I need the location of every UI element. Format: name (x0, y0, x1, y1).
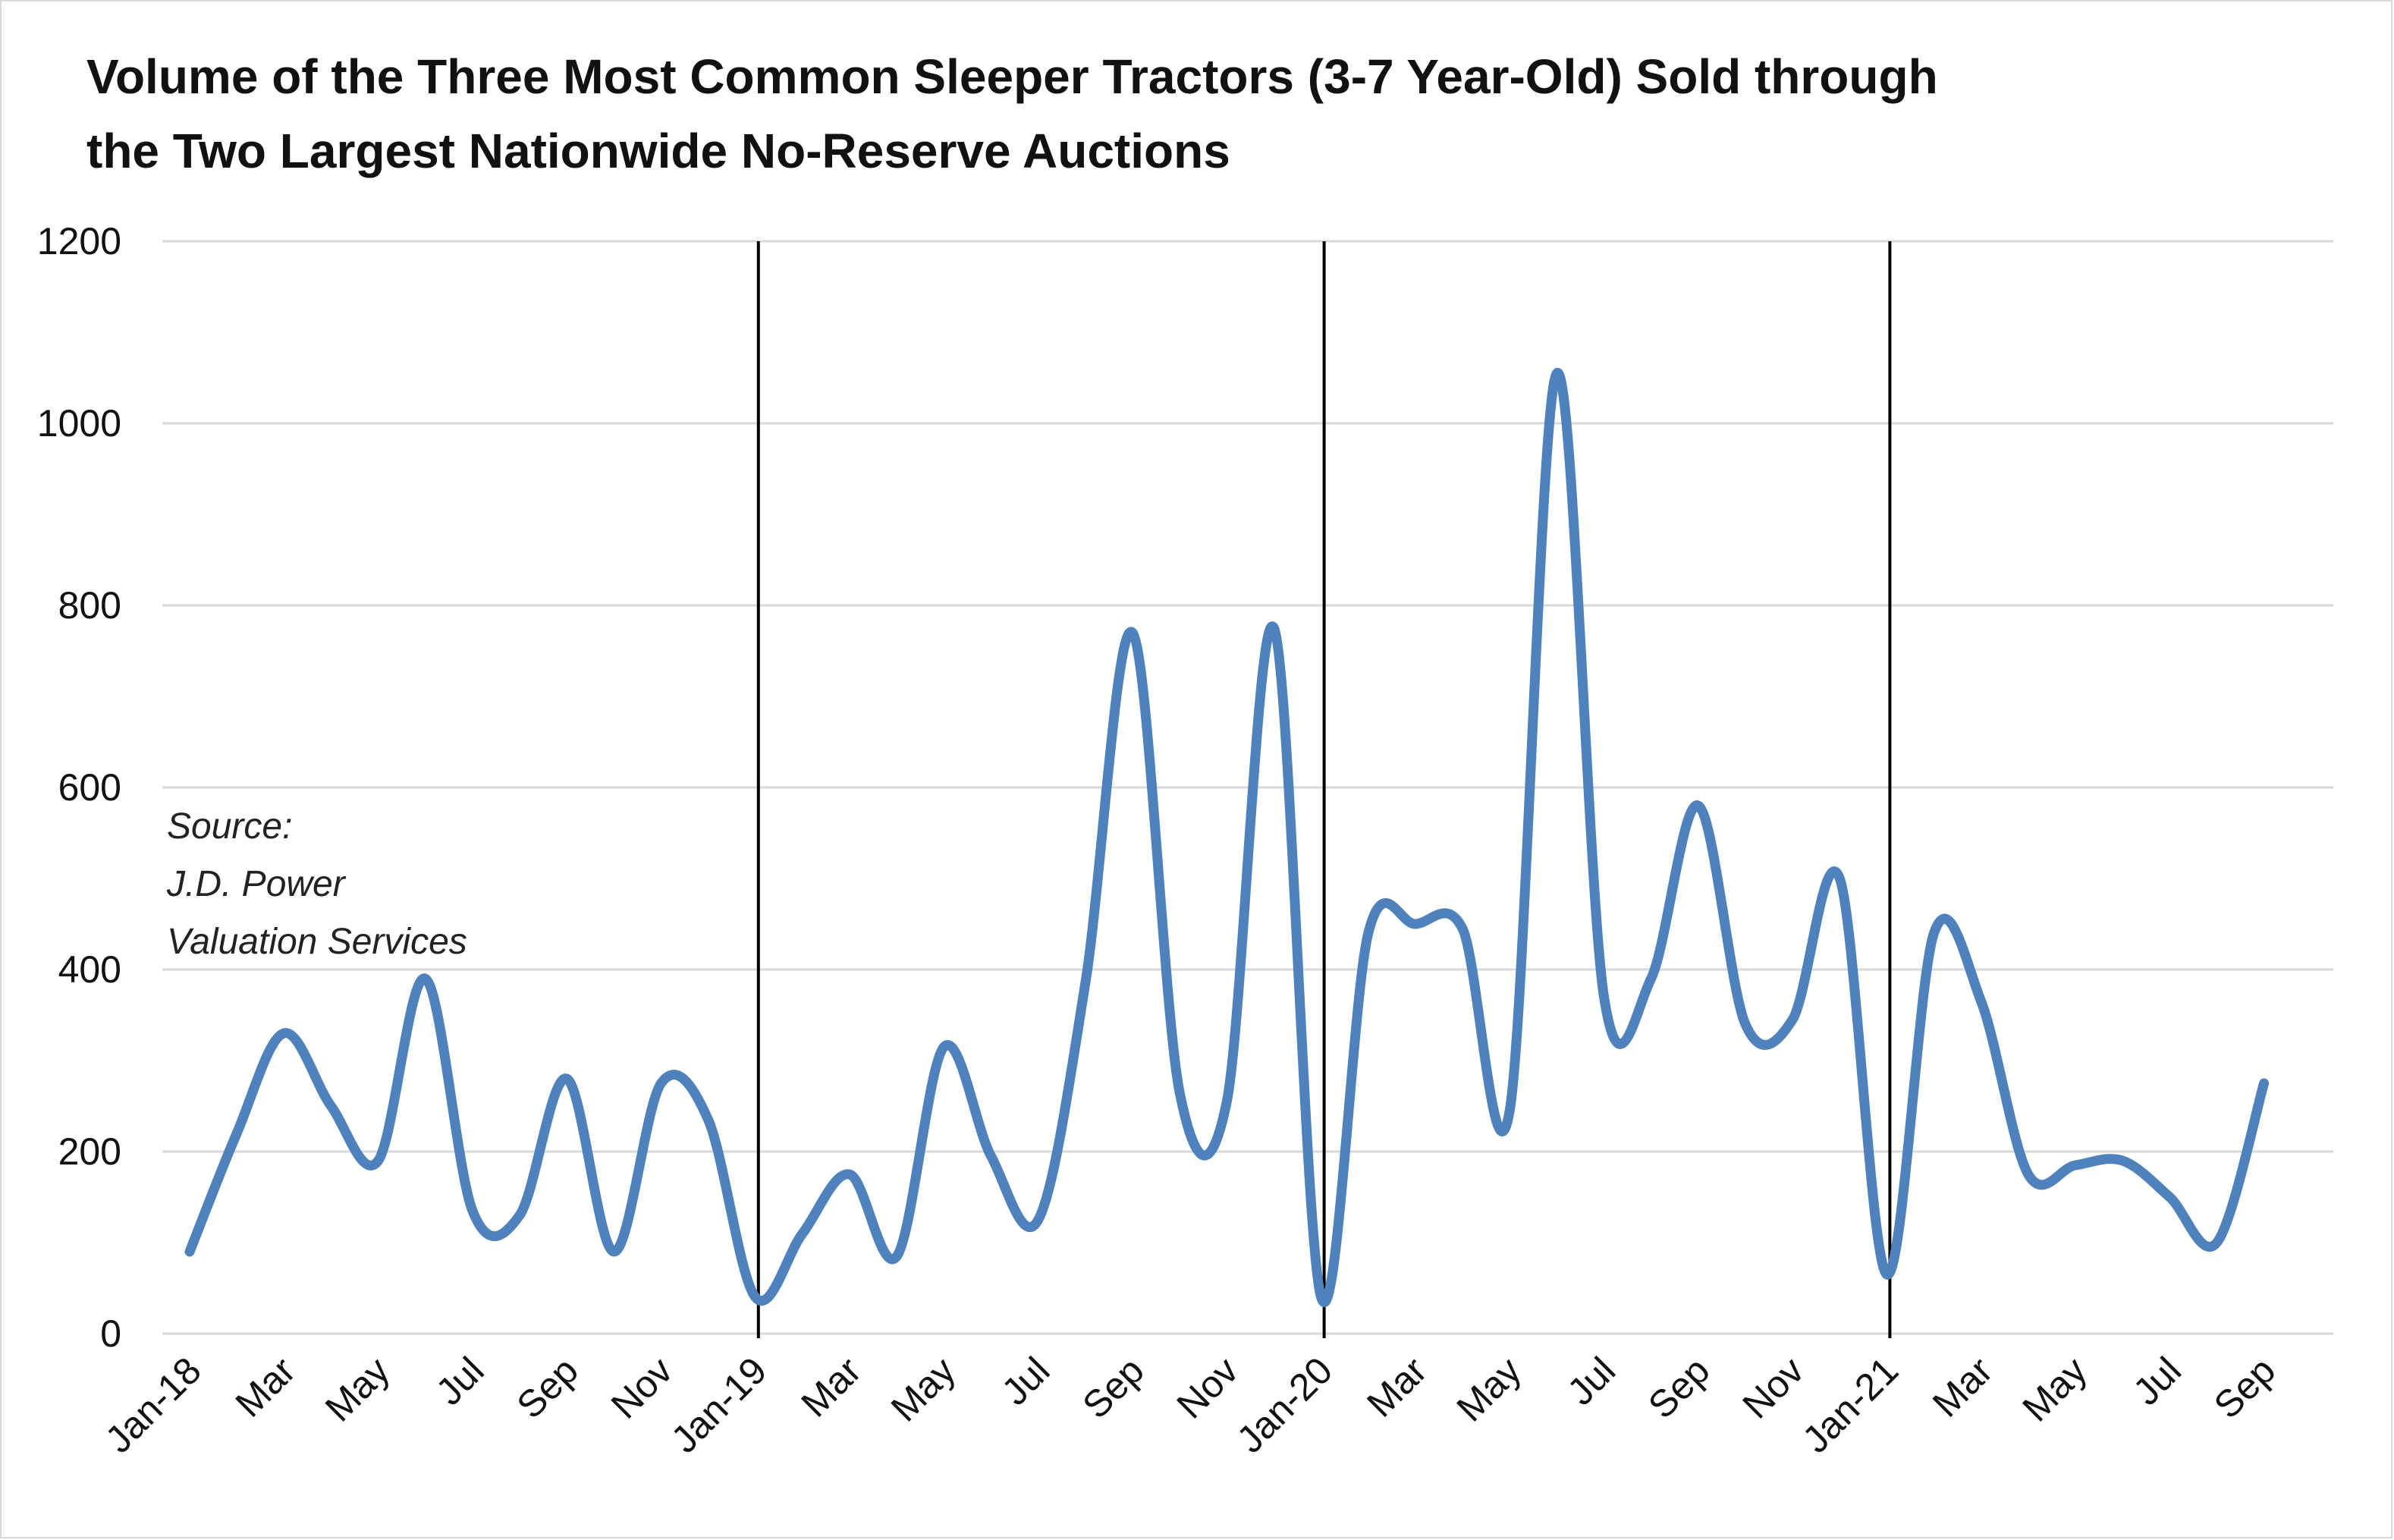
data-point-Jul-20 (1599, 992, 1610, 1002)
x-tick-label-May-18: May (317, 1349, 397, 1429)
data-point-Feb-20 (1363, 928, 1374, 938)
x-tick-label-May-19: May (883, 1349, 963, 1429)
data-point-Sep-20 (1693, 800, 1704, 811)
y-tick-label-1200: 1200 (37, 220, 121, 262)
x-tick-label-Nov-19: Nov (1169, 1349, 1246, 1426)
data-point-Jan-20 (1316, 1292, 1327, 1303)
data-point-Jun-20 (1551, 368, 1562, 379)
x-tick-label-Mar-18: Mar (228, 1349, 303, 1425)
data-point-Feb-18 (231, 1128, 242, 1139)
data-point-Jul-19 (1033, 1215, 1044, 1225)
data-point-Oct-19 (1174, 1087, 1185, 1098)
year-dividers (756, 241, 1892, 1338)
x-tick-label-Jul-21: Jul (2125, 1349, 2189, 1413)
x-tick-label-Sep-18: Sep (508, 1349, 586, 1427)
x-tick-label-Jan-21: Jan-21 (1794, 1349, 1906, 1461)
data-point-Jun-18 (420, 973, 431, 984)
data-point-Apr-20 (1457, 923, 1468, 934)
data-point-Nov-20 (1787, 1014, 1798, 1025)
data-point-Mar-18 (278, 1028, 289, 1039)
data-point-Oct-20 (1740, 1019, 1751, 1029)
x-tick-label-Sep-21: Sep (2206, 1349, 2284, 1427)
data-point-Apr-21 (2023, 1169, 2034, 1180)
data-point-Jul-18 (467, 1205, 478, 1216)
series-layer (184, 368, 2270, 1307)
data-point-Nov-19 (1221, 1096, 1232, 1107)
y-tick-label-600: 600 (58, 766, 121, 809)
x-tick-label-Jan-20: Jan-20 (1229, 1349, 1341, 1461)
x-tick-label-Mar-19: Mar (793, 1349, 869, 1425)
data-point-Jan-21 (1881, 1269, 1892, 1280)
data-point-Aug-19 (1080, 978, 1091, 988)
y-axis-ticks: 0 200 400 600 800 1000 1200 (37, 220, 121, 1355)
x-tick-label-Jul-20: Jul (1559, 1349, 1623, 1413)
data-point-Sep-21 (2259, 1078, 2270, 1089)
chart-title: Volume of the Three Most Common Sleeper … (86, 39, 2135, 188)
data-point-May-18 (373, 1155, 384, 1166)
data-point-Jan-18 (184, 1246, 195, 1257)
data-point-May-21 (2070, 1160, 2081, 1171)
source-note-line-3: Valuation Services (167, 922, 467, 962)
data-point-Sep-19 (1127, 627, 1138, 638)
data-point-Dec-20 (1834, 873, 1845, 884)
data-point-Mar-19 (844, 1169, 855, 1180)
y-tick-label-200: 200 (58, 1130, 121, 1173)
data-point-Feb-19 (797, 1228, 808, 1239)
data-point-Aug-21 (2211, 1237, 2222, 1248)
data-point-Apr-18 (325, 1101, 336, 1111)
data-point-Apr-19 (891, 1251, 902, 1262)
data-point-Feb-21 (1929, 928, 1940, 938)
x-tick-label-May-21: May (2014, 1349, 2094, 1429)
y-tick-label-1000: 1000 (37, 402, 121, 445)
x-tick-label-Nov-20: Nov (1734, 1349, 1811, 1426)
data-point-Jun-21 (2117, 1155, 2128, 1166)
x-tick-label-May-20: May (1449, 1349, 1529, 1429)
data-point-Jun-19 (986, 1151, 997, 1161)
data-point-Jan-19 (750, 1292, 761, 1303)
x-tick-label-Sep-20: Sep (1640, 1349, 1718, 1427)
data-point-Nov-18 (656, 1078, 667, 1089)
data-point-Mar-20 (1410, 919, 1421, 929)
data-point-May-19 (938, 1042, 949, 1052)
x-tick-label-Jul-19: Jul (994, 1349, 1058, 1413)
x-tick-label-Jan-19: Jan-19 (663, 1349, 775, 1461)
chart-title-line-1: Volume of the Three Most Common Sleeper … (86, 49, 1938, 104)
series-line-0 (184, 368, 2270, 1307)
data-point-May-20 (1504, 1105, 1515, 1116)
x-tick-label-Nov-18: Nov (603, 1349, 680, 1426)
y-tick-label-400: 400 (58, 948, 121, 991)
data-point-Mar-21 (1976, 996, 1987, 1007)
source-note: Source: J.D. Power Valuation Services (167, 798, 467, 971)
chart-title-line-2: the Two Largest Nationwide No-Reserve Au… (86, 124, 1230, 178)
data-point-Dec-18 (703, 1114, 714, 1125)
data-point-Oct-18 (608, 1246, 619, 1257)
x-tick-label-Sep-19: Sep (1074, 1349, 1152, 1427)
gridlines (162, 240, 2333, 1335)
data-point-Dec-19 (1268, 623, 1279, 633)
x-tick-label-Jul-18: Jul (428, 1349, 492, 1413)
data-point-Sep-18 (561, 1073, 572, 1084)
source-note-line-1: Source: (167, 806, 293, 847)
y-tick-label-800: 800 (58, 584, 121, 627)
source-note-line-2: J.D. Power (167, 864, 345, 904)
y-tick-label-0: 0 (100, 1312, 121, 1355)
data-point-Aug-18 (514, 1210, 525, 1221)
x-tick-label-Mar-21: Mar (1924, 1349, 2000, 1425)
x-tick-label-Mar-20: Mar (1359, 1349, 1434, 1425)
data-point-Jul-21 (2164, 1192, 2175, 1202)
x-tick-label-Jan-18: Jan-18 (97, 1349, 209, 1461)
data-point-Aug-20 (1646, 973, 1657, 984)
